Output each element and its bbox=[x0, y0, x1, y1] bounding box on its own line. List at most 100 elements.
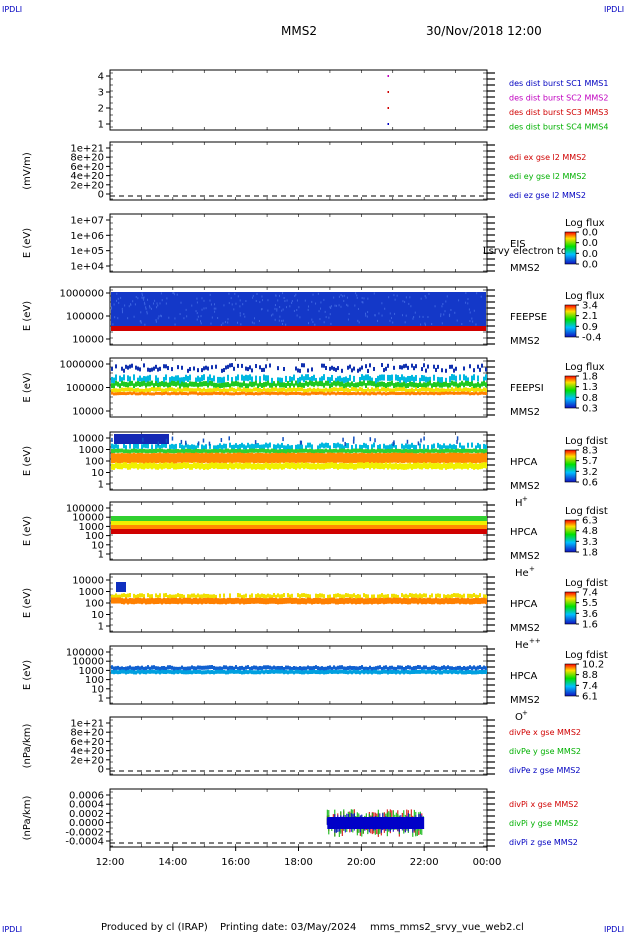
hpca-h-orange-cell bbox=[357, 453, 359, 464]
hpca-o-blue-cell bbox=[147, 665, 149, 670]
hpca-hepp-yellow-cell bbox=[205, 593, 207, 598]
hpca-h-green-cell bbox=[301, 448, 303, 453]
hpca-h-yellow-cell bbox=[181, 462, 183, 469]
feepse-noise bbox=[340, 294, 342, 297]
feepsi-cyan-cell bbox=[207, 376, 209, 383]
hpca-he-red-cell bbox=[373, 529, 375, 534]
hpca-he-red-cell bbox=[239, 529, 241, 534]
feepse-noise bbox=[235, 302, 237, 305]
hpca-o-blue-cell bbox=[293, 666, 295, 671]
hpca-h-orange-cell bbox=[219, 453, 221, 464]
hpca-hepp-yellow-cell bbox=[263, 593, 265, 598]
hpca-hepp-yellow-cell bbox=[365, 594, 367, 599]
hpca-he-red-cell bbox=[351, 529, 353, 534]
hpca-h-cyan-cell bbox=[277, 443, 279, 449]
hpca-he-red-cell bbox=[189, 529, 191, 534]
hpca-he-yellow-cell bbox=[231, 521, 233, 525]
hpca-hepp-yellow-cell bbox=[159, 593, 161, 598]
feepsi-yellow-cell bbox=[201, 388, 203, 393]
feepsi-green-cell bbox=[385, 383, 387, 389]
hpca-hepp-orange-cell bbox=[435, 597, 437, 604]
feepsi-cyan-cell bbox=[365, 374, 367, 381]
feepse-spectrogram bbox=[111, 292, 486, 331]
hpca-h-cyan-cell bbox=[307, 442, 309, 448]
hpca-he-orange-cell bbox=[391, 525, 393, 529]
hpca-he-red-cell bbox=[367, 529, 369, 534]
hpca-he-green-cell bbox=[319, 516, 321, 521]
hpca-o-blue-cell bbox=[435, 666, 437, 671]
feepsi-cyan-cell bbox=[363, 375, 365, 382]
hpca-hepp-orange-cell bbox=[163, 597, 165, 604]
hpca-h-orange-cell bbox=[153, 453, 155, 464]
hpca-hepp-orange-cell bbox=[255, 597, 257, 604]
hpca-he-yellow-cell bbox=[215, 521, 217, 525]
hpca-h-spike bbox=[417, 441, 420, 446]
hpca-h-yellow-cell bbox=[249, 462, 251, 469]
hpca-o-blue-cell bbox=[175, 666, 177, 671]
feepsi-yellow-cell bbox=[391, 388, 393, 393]
feepsi-orange-cell bbox=[359, 392, 361, 396]
hpca-o-blue-cell bbox=[149, 666, 151, 671]
hpca-o-cyan-cell bbox=[267, 670, 269, 675]
hpca-h-green-cell bbox=[385, 449, 387, 454]
hpca-h-yellow-cell bbox=[471, 462, 473, 469]
feepse-noise bbox=[140, 321, 142, 324]
hpca-h-yellow-cell bbox=[393, 463, 395, 470]
hpca-h-green-cell bbox=[251, 448, 253, 453]
feepse-noise bbox=[128, 305, 130, 308]
feepsi-yellow-cell bbox=[299, 387, 301, 392]
hpca-o-blue-cell bbox=[183, 666, 185, 671]
hpca-he-red-cell bbox=[273, 529, 275, 534]
hpca-o-blue-cell bbox=[185, 666, 187, 671]
feepsi-cyan-cell bbox=[383, 374, 385, 381]
feepsi-blue-cell bbox=[403, 364, 405, 369]
hpca-he-red-cell bbox=[153, 529, 155, 534]
feepsi-green-cell bbox=[355, 382, 357, 388]
feepsi-blue-cell bbox=[115, 364, 117, 369]
hpca-he-red-cell bbox=[417, 529, 419, 534]
hpca-he-green-cell bbox=[269, 516, 271, 521]
hpca-h-yellow-cell bbox=[313, 463, 315, 470]
y-tick-label: 0.0004 bbox=[69, 800, 104, 811]
hpca-h-cyan-cell bbox=[373, 442, 375, 448]
hpca-he-yellow-cell bbox=[139, 521, 141, 525]
feepse-noise bbox=[293, 309, 295, 312]
hpca-o-cyan-cell bbox=[173, 670, 175, 675]
hpca-he-red-cell bbox=[145, 529, 147, 534]
hpca-h-green-cell bbox=[377, 448, 379, 453]
hpca-o-cyan-cell bbox=[469, 669, 471, 674]
y-tick-label: 100 bbox=[85, 599, 104, 610]
legend-entry: divPi y gse MMS2 bbox=[509, 819, 578, 828]
y-tick-label: 1e+07 bbox=[70, 216, 104, 227]
feepse-noise bbox=[282, 292, 284, 295]
feepsi-yellow-cell bbox=[111, 388, 113, 393]
hpca-he-orange-cell bbox=[207, 525, 209, 529]
hpca-hepp-orange-cell bbox=[151, 597, 153, 604]
hpca-he-red-cell bbox=[415, 529, 417, 534]
feepsi-yellow-cell bbox=[413, 388, 415, 393]
hpca-h-green-cell bbox=[387, 448, 389, 453]
hpca-he-green-cell bbox=[219, 516, 221, 521]
feepsi-orange-cell bbox=[391, 391, 393, 395]
feepsi-green-cell bbox=[397, 381, 399, 387]
hpca-o-cyan-cell bbox=[129, 669, 131, 674]
feepsi-orange-cell bbox=[211, 392, 213, 396]
hpca-o-blue-cell bbox=[379, 665, 381, 670]
hpca-he-red-cell bbox=[411, 529, 413, 534]
feepsi-yellow-cell bbox=[373, 388, 375, 393]
hpca-he-green-cell bbox=[239, 516, 241, 521]
hpca-h-cyan-cell bbox=[263, 444, 265, 450]
hpca-o-cyan-cell bbox=[191, 670, 193, 675]
hpca-h-yellow-cell bbox=[311, 463, 313, 470]
hpca-he-yellow-cell bbox=[113, 521, 115, 525]
species-charge: + bbox=[522, 495, 528, 503]
feepsi-green-cell bbox=[357, 382, 359, 388]
feepsi-orange-cell bbox=[227, 392, 229, 396]
hpca-he-yellow-cell bbox=[333, 521, 335, 525]
hpca-h-yellow-cell bbox=[153, 462, 155, 469]
hpca-he-green-cell bbox=[179, 516, 181, 521]
hpca-he-red-cell bbox=[133, 529, 135, 534]
feepsi-green-cell bbox=[349, 382, 351, 388]
feepsi-blue-cell bbox=[385, 366, 387, 371]
hpca-he-green-cell bbox=[231, 516, 233, 521]
